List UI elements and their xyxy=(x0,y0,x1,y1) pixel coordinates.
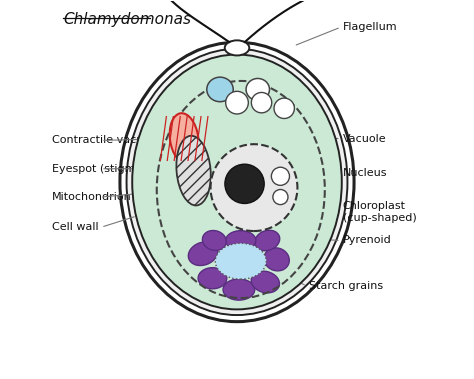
Ellipse shape xyxy=(226,231,256,250)
Text: Eyespot (stigma): Eyespot (stigma) xyxy=(52,164,147,174)
Text: Cell wall: Cell wall xyxy=(52,222,99,232)
Text: Flagellum: Flagellum xyxy=(343,22,397,32)
Text: Pyrenoid: Pyrenoid xyxy=(343,235,392,246)
Circle shape xyxy=(271,167,290,185)
Ellipse shape xyxy=(198,268,227,289)
Ellipse shape xyxy=(225,40,249,55)
Text: Chloroplast
(cup-shaped): Chloroplast (cup-shaped) xyxy=(343,201,417,223)
Ellipse shape xyxy=(202,230,226,251)
Ellipse shape xyxy=(127,49,347,315)
Circle shape xyxy=(210,144,297,231)
Text: Nucleus: Nucleus xyxy=(343,168,387,177)
Ellipse shape xyxy=(223,279,255,300)
Text: Mitochondrion: Mitochondrion xyxy=(52,192,132,202)
Ellipse shape xyxy=(188,242,218,266)
Ellipse shape xyxy=(170,113,199,164)
Circle shape xyxy=(273,190,288,205)
Ellipse shape xyxy=(132,55,342,309)
Ellipse shape xyxy=(215,243,266,279)
Circle shape xyxy=(225,164,264,204)
Circle shape xyxy=(226,91,248,114)
Ellipse shape xyxy=(251,271,280,293)
Text: Contractile vacuoles: Contractile vacuoles xyxy=(52,135,166,146)
Ellipse shape xyxy=(255,230,280,251)
Ellipse shape xyxy=(120,42,354,322)
Text: Vacuole: Vacuole xyxy=(343,133,386,144)
Ellipse shape xyxy=(264,248,289,271)
Ellipse shape xyxy=(176,136,211,205)
Ellipse shape xyxy=(207,77,233,102)
Text: Starch grains: Starch grains xyxy=(309,281,383,291)
Text: Chlamydomonas: Chlamydomonas xyxy=(64,12,191,27)
Circle shape xyxy=(274,98,294,119)
Circle shape xyxy=(251,92,272,113)
Ellipse shape xyxy=(246,78,270,100)
